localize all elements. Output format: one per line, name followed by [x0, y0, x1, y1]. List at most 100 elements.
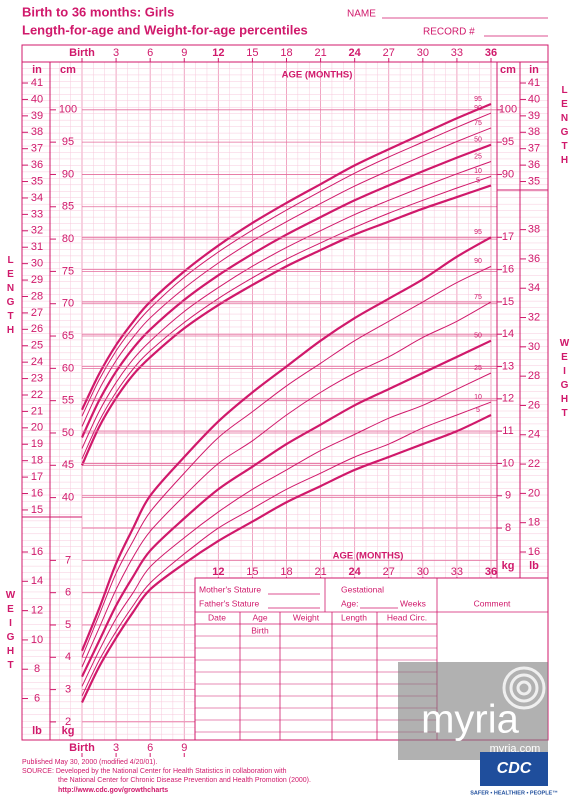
legend-label: 10 — [474, 394, 482, 401]
form-label: Father's Stature — [199, 598, 259, 608]
y-tick-label: 14 — [31, 575, 43, 587]
x-tick-label: 15 — [246, 566, 258, 578]
x-tick-label: 6 — [147, 742, 153, 754]
x-tick-label: 30 — [417, 566, 429, 578]
legend-label: 75 — [474, 294, 482, 301]
y-tick-label: 95 — [502, 136, 514, 148]
form-label: Gestational — [341, 584, 384, 594]
y-tick-label: 80 — [62, 233, 74, 245]
chart-subtitle: Length-for-age and Weight-for-age percen… — [22, 22, 308, 37]
unit-label: lb — [32, 725, 42, 737]
x-tick-label: 36 — [485, 47, 497, 59]
unit-label: kg — [62, 725, 75, 737]
footer: Published May 30, 2000 (modified 4/20/01… — [22, 662, 558, 796]
y-tick-label: 40 — [528, 93, 540, 105]
footer-url: http://www.cdc.gov/growthcharts — [58, 787, 168, 794]
y-tick-label: 5 — [65, 619, 71, 631]
watermark-box — [398, 662, 548, 760]
y-tick-label: 4 — [65, 651, 71, 663]
y-tick-label: 30 — [31, 258, 43, 270]
y-tick-label: 39 — [528, 110, 540, 122]
y-tick-label: 55 — [62, 395, 74, 407]
y-tick-label: 15 — [31, 504, 43, 516]
logo: CDC — [497, 760, 532, 777]
y-tick-label: 16 — [31, 487, 43, 499]
x-tick-label: 9 — [181, 47, 187, 59]
side-title: LENGTH — [5, 255, 16, 339]
percentile-curve — [81, 112, 492, 417]
unit-label: in — [32, 64, 42, 76]
y-tick-label: 35 — [528, 175, 540, 187]
record-label: RECORD # — [423, 27, 475, 38]
y-tick-label: 38 — [528, 126, 540, 138]
y-tick-label: 9 — [505, 490, 511, 502]
y-tick-label: 34 — [528, 282, 540, 294]
x-tick-label: Birth — [69, 742, 95, 754]
y-tick-label: 41 — [528, 77, 540, 89]
y-tick-label: 50 — [62, 427, 74, 439]
x-tick-label: 15 — [246, 47, 258, 59]
y-tick-label: 100 — [499, 104, 517, 116]
y-tick-label: 12 — [31, 605, 43, 617]
y-tick-label: 16 — [528, 546, 540, 558]
legend-label: 95 — [474, 96, 482, 103]
y-tick-label: 16 — [502, 264, 514, 276]
percentile-curve — [80, 236, 492, 652]
y-tick-label: 36 — [528, 253, 540, 265]
x-tick-label: 18 — [280, 47, 292, 59]
chart-title: Birth to 36 months: Girls — [22, 4, 174, 19]
y-tick-label: 28 — [528, 370, 540, 382]
side-title: WEIGHT — [559, 338, 570, 422]
unit-label: in — [529, 64, 539, 76]
legend-label: 50 — [474, 137, 482, 144]
x-tick-label: 30 — [417, 47, 429, 59]
percentile-curve — [81, 301, 492, 668]
legend-label: 75 — [474, 120, 482, 127]
y-tick-label: 19 — [31, 438, 43, 450]
y-tick-label: 26 — [528, 399, 540, 411]
logo-slogan: SAFER • HEALTHIER • PEOPLE™ — [470, 790, 557, 796]
y-tick-label: 18 — [31, 455, 43, 467]
y-tick-label: 32 — [31, 225, 43, 237]
side-title: LENGTH — [559, 85, 570, 169]
y-tick-label: 75 — [62, 265, 74, 277]
y-tick-label: 70 — [62, 298, 74, 310]
unit-label: kg — [502, 560, 515, 572]
y-tick-label: 45 — [62, 459, 74, 471]
y-tick-label: 15 — [502, 296, 514, 308]
percentile-curve — [81, 175, 492, 460]
y-tick-label: 33 — [31, 208, 43, 220]
y-tick-label: 2 — [65, 716, 71, 728]
y-tick-label: 7 — [65, 554, 71, 566]
y-tick-label: 29 — [31, 274, 43, 286]
y-tick-label: 22 — [528, 458, 540, 470]
watermark-ring — [502, 666, 546, 710]
watermark-site: myria.com — [490, 743, 541, 755]
legend-label: 25 — [474, 153, 482, 160]
y-tick-label: 18 — [528, 517, 540, 529]
watermark-ring — [509, 673, 539, 703]
unit-label: lb — [529, 560, 539, 572]
legend-label: 5 — [476, 407, 480, 414]
x-tick-label: 3 — [113, 47, 119, 59]
y-tick-label: 37 — [31, 143, 43, 155]
y-tick-label: 28 — [31, 290, 43, 302]
x-tick-label: 24 — [349, 47, 362, 59]
form-cell: Birth — [251, 625, 269, 635]
y-tick-label: 31 — [31, 241, 43, 253]
percentile-curve — [81, 413, 492, 703]
x-tick-label: 33 — [451, 566, 463, 578]
x-tick-label: 6 — [147, 47, 153, 59]
x-tick-label: 3 — [113, 742, 119, 754]
y-tick-label: 60 — [62, 362, 74, 374]
side-title: WEIGHT — [5, 590, 16, 674]
form-label: Mother's Stature — [199, 584, 261, 594]
y-tick-label: 34 — [31, 192, 43, 204]
x-tick-label: 18 — [280, 566, 292, 578]
percentile-curve — [81, 401, 492, 697]
logo-box — [480, 752, 548, 786]
y-tick-label: 10 — [31, 634, 43, 646]
y-tick-label: 36 — [31, 159, 43, 171]
